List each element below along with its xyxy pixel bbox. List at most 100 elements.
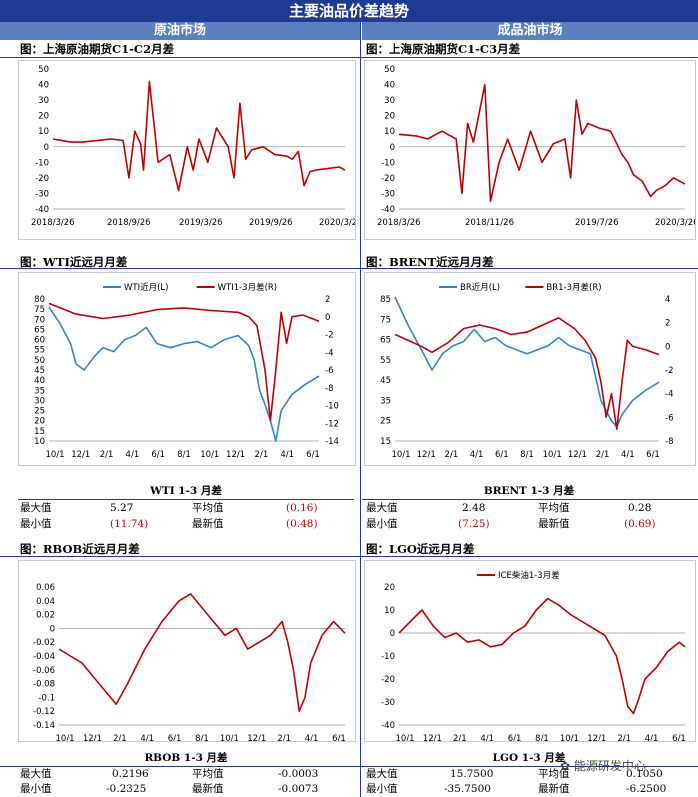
y2-tick-label: 2 — [325, 295, 330, 305]
series-line — [398, 83, 686, 202]
series-line — [58, 593, 346, 712]
y-tick-label: 10 — [34, 437, 45, 447]
y2-tick-label: -8 — [325, 384, 333, 394]
stat-label: 平均值 — [538, 768, 570, 780]
y-tick-label: 0 — [44, 143, 49, 153]
y-tick-label: 30 — [34, 396, 45, 406]
x-tick-label: 4/1 — [645, 734, 659, 741]
stat-label: 最小值 — [366, 783, 398, 795]
y-tick-label: -10 — [381, 158, 395, 168]
x-tick-label: 6/1 — [168, 734, 182, 741]
x-tick-label: 12/1 — [226, 450, 245, 460]
x-tick-label: 8/1 — [535, 734, 549, 741]
x-tick-label: 2/1 — [445, 450, 459, 460]
y-tick-label: -20 — [381, 675, 395, 685]
stat-value: (0.48) — [286, 518, 318, 530]
stat-value: 0.28 — [628, 502, 652, 514]
y-tick-label: 55 — [34, 346, 45, 356]
y-tick-label: 45 — [380, 376, 391, 386]
divider — [18, 499, 354, 500]
y2-tick-label: -10 — [325, 402, 339, 412]
stat-value: -0.0073 — [278, 783, 319, 795]
y2-tick-label: -4 — [665, 390, 673, 400]
stat-value: 2.48 — [462, 502, 486, 514]
x-tick-label: 2/1 — [113, 734, 127, 741]
x-tick-label: 4/1 — [305, 734, 319, 741]
x-tick-label: 8/1 — [195, 734, 209, 741]
y2-tick-label: -6 — [325, 366, 333, 376]
stat-value: (7.25) — [458, 518, 490, 530]
y-tick-label: 60 — [34, 336, 45, 346]
x-tick-label: 2018/9/26 — [107, 218, 151, 228]
x-tick-label: 4/1 — [621, 450, 635, 460]
x-tick-label: 4/1 — [480, 734, 494, 741]
y-tick-label: -0.04 — [33, 652, 55, 662]
y-tick-label: 75 — [34, 305, 45, 315]
y-tick-label: 65 — [34, 325, 45, 335]
x-tick-label: 6/1 — [646, 450, 660, 460]
y-tick-label: 0.06 — [36, 583, 55, 593]
x-tick-label: 2018/3/26 — [31, 218, 75, 228]
x-tick-label: 2/1 — [453, 734, 467, 741]
y-tick-label: 10 — [384, 127, 395, 137]
y-tick-label: 0 — [390, 143, 395, 153]
stat-label: 最大值 — [20, 502, 52, 514]
stat-value: 0.2196 — [112, 768, 149, 780]
x-tick-label: 2020/3/26 — [655, 218, 695, 228]
y-tick-label: -40 — [35, 205, 49, 215]
section-title-wti: 图：WTI近远月月差 — [20, 255, 128, 269]
stat-label: 平均值 — [538, 502, 570, 514]
x-tick-label: 4/1 — [470, 450, 484, 460]
x-tick-label: 2/1 — [277, 734, 291, 741]
x-tick-label: 2/1 — [100, 450, 114, 460]
x-tick-label: 8/1 — [520, 450, 534, 460]
chart-panel-lgo: 20 10 0 -10 -20 -30 -40 10/1 12/1 2/1 4/1 6/1 8/1 10/… — [364, 560, 696, 744]
section-title-brent: 图：BRENT近远月月差 — [366, 255, 494, 269]
x-tick-label: 6/1 — [508, 734, 522, 741]
y-tick-label: 20 — [38, 112, 49, 122]
y-tick-label: 30 — [384, 96, 395, 106]
y-tick-label: -0.1 — [38, 693, 55, 703]
x-tick-label: 10/1 — [45, 450, 64, 460]
y-tick-label: 0 — [390, 629, 395, 639]
y-tick-label: 15 — [34, 427, 45, 437]
y-tick-label: 65 — [380, 336, 391, 346]
x-tick-label: 4/1 — [126, 450, 140, 460]
stat-value: -0.2325 — [106, 783, 147, 795]
stat-label: 最大值 — [20, 768, 52, 780]
y-tick-label: 35 — [380, 396, 391, 406]
chart-panel-sc-c1c2: 50 40 30 20 10 0 -10 -20 -30 -40 2018/3/26 2018/9/2… — [18, 60, 363, 240]
x-tick-label: 2018/3/26 — [377, 218, 421, 228]
y-tick-label: -20 — [381, 174, 395, 184]
section-title-sc-c1c2: 图：上海原油期货C1-C2月差 — [20, 42, 175, 56]
y-tick-label: -0.02 — [33, 638, 55, 648]
y-tick-label: 0 — [50, 624, 55, 634]
series-line — [52, 80, 346, 192]
stat-label: 最新值 — [538, 518, 570, 530]
stat-label: 最新值 — [192, 518, 224, 530]
divider — [0, 57, 698, 58]
stat-value: -6.2500 — [626, 783, 667, 795]
y-tick-label: 75 — [380, 315, 391, 325]
column-divider — [360, 22, 361, 797]
x-tick-label: 6/1 — [495, 450, 509, 460]
x-tick-label: 2/1 — [255, 450, 269, 460]
stats-title-lgo: LGO 1-3 月差 — [492, 752, 566, 764]
section-title-lgo: 图：LGO近远月月差 — [366, 542, 475, 556]
stat-value: -35.7500 — [444, 783, 491, 795]
series-line — [48, 302, 320, 422]
y2-tick-label: -4 — [325, 348, 333, 358]
x-tick-label: 12/1 — [423, 734, 442, 741]
chart-sc-c1c2: 50 40 30 20 10 0 -10 -20 -30 -40 2018/3/26 2018/9/2… — [31, 65, 363, 228]
y2-tick-label: -12 — [325, 419, 339, 429]
y2-tick-label: 0 — [325, 313, 330, 323]
section-title-rbob: 图：RBOB近远月月差 — [20, 542, 140, 556]
product-market-header: 成品油市场 — [362, 22, 698, 40]
y-tick-label: -0.06 — [33, 666, 55, 676]
wechat-icon: ✿ — [560, 759, 574, 773]
legend-label: WTI近月(L) — [124, 282, 168, 293]
stat-value: 0.1050 — [626, 768, 663, 780]
y-tick-label: -40 — [381, 721, 395, 731]
y-tick-label: 45 — [34, 366, 45, 376]
